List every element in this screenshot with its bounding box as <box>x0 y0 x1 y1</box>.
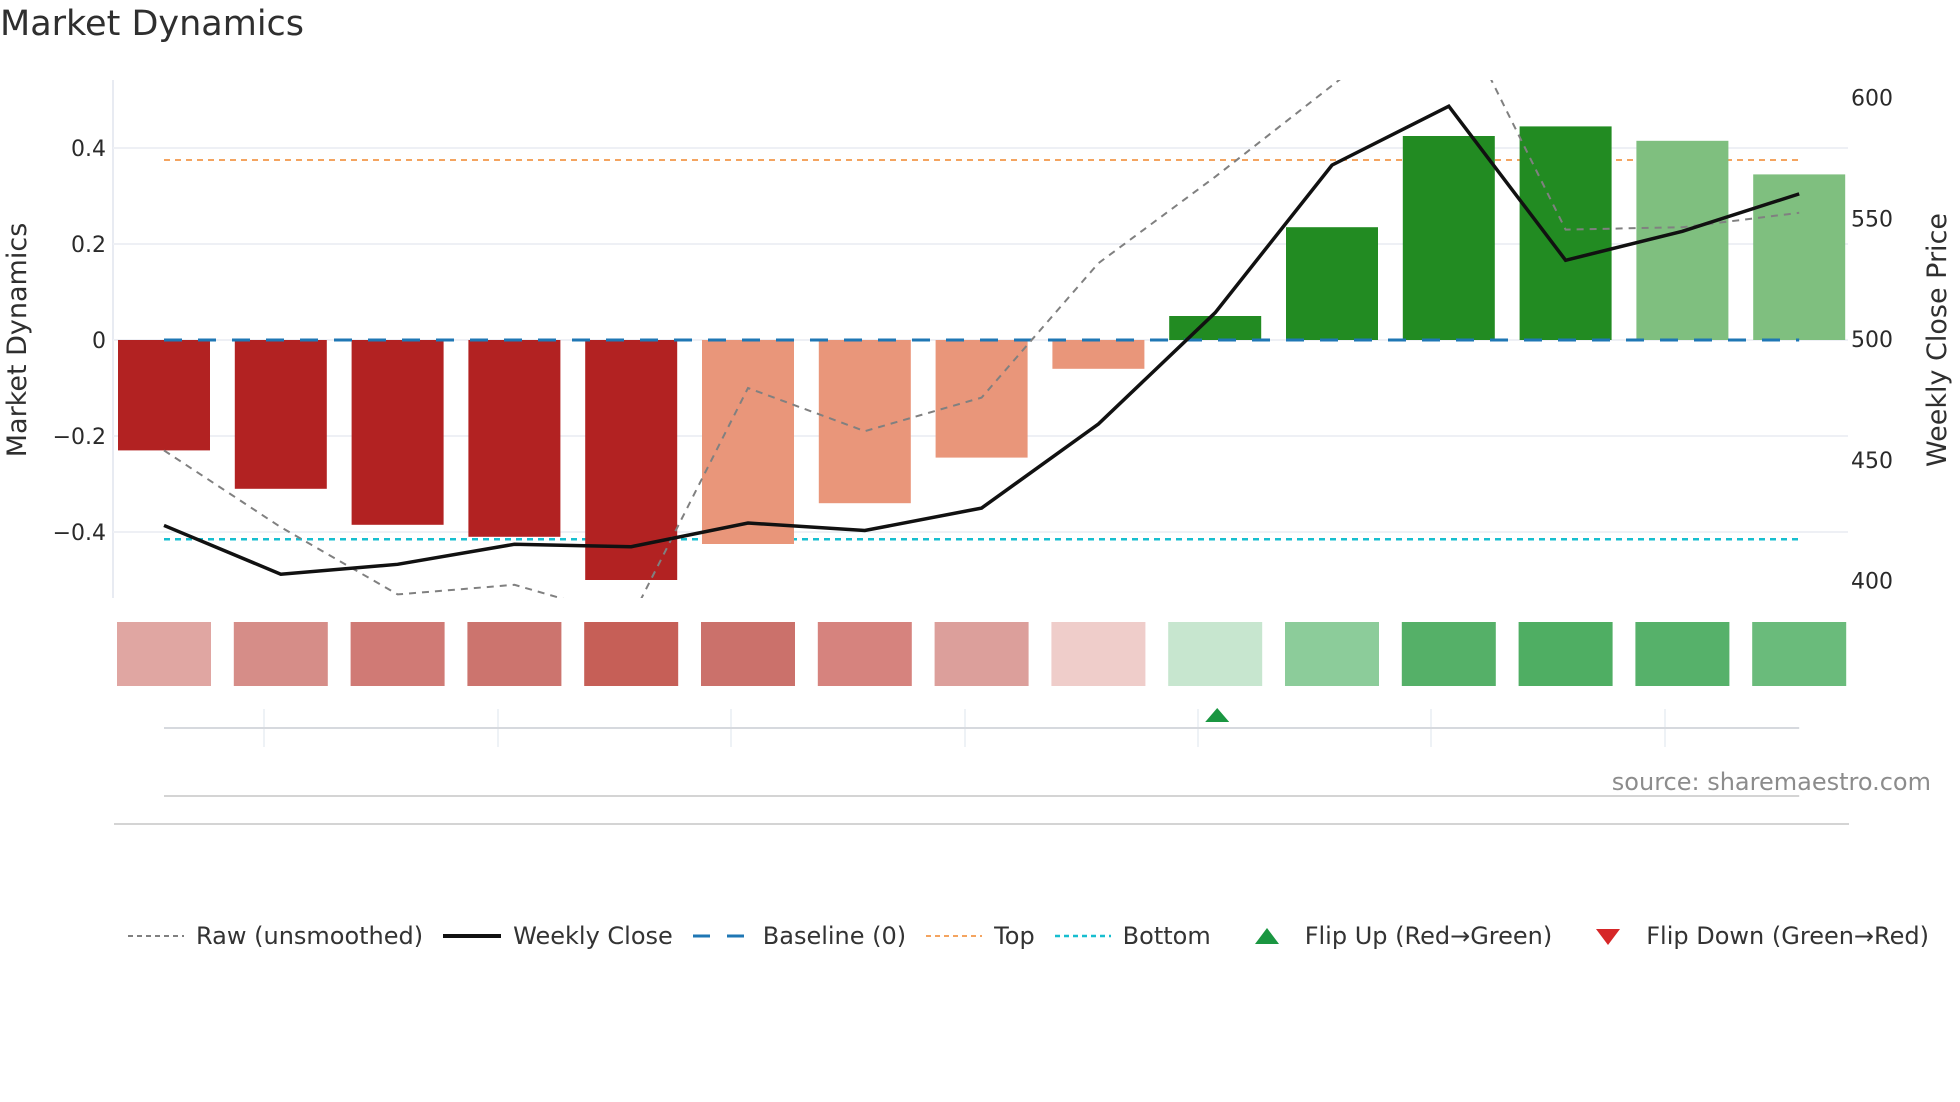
heat-cell <box>233 622 328 686</box>
legend-item-raw[interactable]: Raw (unsmoothed) <box>128 922 423 950</box>
heat-cell <box>1635 622 1730 686</box>
heat-cell <box>701 622 795 686</box>
bar <box>585 340 678 580</box>
right-tick-label: 600 <box>1851 87 1893 112</box>
bar-series <box>118 126 1846 580</box>
right-tick-label: 400 <box>1851 570 1893 595</box>
right-axis-ticks: 600 550 500 450 400 <box>1851 87 1893 595</box>
heat-cell <box>934 622 1029 686</box>
solid-black-line-icon <box>443 934 502 938</box>
left-axis-ticks: 0.4 0.2 0 −0.2 −0.4 <box>53 137 106 546</box>
left-axis-title: Market Dynamics <box>2 223 33 458</box>
heat-cell <box>817 622 912 686</box>
bar <box>702 340 794 544</box>
flip-up-marker <box>1205 708 1230 722</box>
bar <box>1519 126 1612 341</box>
heat-cell <box>584 622 679 686</box>
heat-cell <box>467 622 562 686</box>
legend-label: Flip Down (Green→Red) <box>1646 922 1929 950</box>
reference-lines <box>164 159 1800 541</box>
market-dynamics-chart: 0.4 0.2 0 −0.2 −0.4 600 550 500 450 400 Market D… <box>2 80 1953 825</box>
bar <box>1169 316 1262 340</box>
legend-label: Baseline (0) <box>762 922 907 950</box>
left-tick-label: 0 <box>92 329 106 354</box>
bar <box>351 340 444 525</box>
right-tick-label: 550 <box>1851 207 1893 232</box>
legend-item-top[interactable]: Top <box>926 922 1035 950</box>
bar <box>935 340 1028 458</box>
left-tick-label: −0.4 <box>53 521 106 546</box>
legend-label: Flip Up (Red→Green) <box>1304 922 1553 950</box>
heat-cell <box>1518 622 1613 686</box>
dotted-gray-line-icon <box>128 935 184 937</box>
legend-label: Raw (unsmoothed) <box>196 922 424 950</box>
heat-cell <box>1168 622 1263 686</box>
heat-cell <box>1752 622 1847 686</box>
right-axis-title: Weekly Close Price <box>1922 213 1953 467</box>
bar <box>1753 174 1846 340</box>
legend-item-baseline[interactable]: Baseline (0) <box>692 922 907 950</box>
heat-cell <box>1401 622 1496 686</box>
right-tick-label: 450 <box>1851 449 1893 474</box>
bar <box>1286 227 1378 340</box>
left-tick-label: 0.2 <box>71 233 106 258</box>
bar <box>234 340 327 489</box>
legend-label: Bottom <box>1122 922 1211 950</box>
legend-label: Top <box>994 922 1035 950</box>
dotted-orange-line-icon <box>926 935 983 937</box>
triangle-down-red-icon <box>1596 929 1621 945</box>
source-credit: source: sharemaestro.com <box>1611 768 1931 796</box>
left-tick-label: −0.2 <box>53 425 106 450</box>
bar <box>1052 340 1145 369</box>
heat-strip <box>117 622 1847 686</box>
chart-title: Market Dynamics <box>0 4 305 44</box>
dashed-blue-line-icon <box>692 934 751 938</box>
bar <box>1402 136 1495 340</box>
triangle-up-green-icon <box>1254 928 1279 944</box>
heat-cell <box>117 622 211 686</box>
legend-item-weekly-close[interactable]: Weekly Close <box>443 922 673 950</box>
flip-marker-row <box>114 708 1849 825</box>
legend-item-bottom[interactable]: Bottom <box>1054 922 1211 950</box>
legend-item-flip-down[interactable]: Flip Down (Green→Red) <box>1588 922 1929 950</box>
chart-legend: Raw (unsmoothed) Weekly Close Baseline (… <box>128 922 1949 950</box>
raw-line <box>163 80 1800 598</box>
dotted-cyan-line-icon <box>1054 934 1111 938</box>
left-tick-label: 0.4 <box>71 137 106 162</box>
bar <box>118 340 210 451</box>
weekly-close-line <box>163 103 1800 577</box>
legend-item-flip-up[interactable]: Flip Up (Red→Green) <box>1247 922 1553 950</box>
heat-cell <box>350 622 445 686</box>
right-tick-label: 500 <box>1851 328 1893 353</box>
legend-label: Weekly Close <box>513 922 673 950</box>
heat-cell <box>1285 622 1379 686</box>
line-series <box>163 80 1800 598</box>
bar <box>468 340 561 537</box>
heat-cell <box>1051 622 1146 686</box>
